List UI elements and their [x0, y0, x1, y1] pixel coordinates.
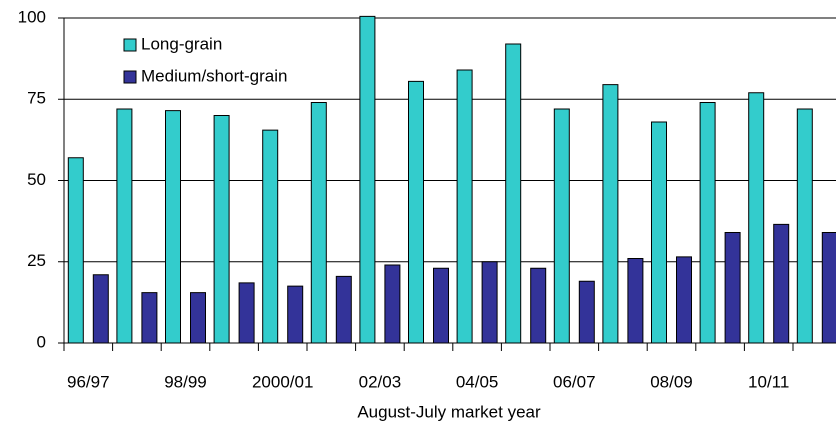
x-tick-label: 04/05 [456, 372, 499, 391]
bar [213, 115, 230, 344]
y-tick-label: 25 [27, 251, 46, 270]
bar [335, 275, 352, 344]
bar [530, 267, 547, 344]
bar [748, 92, 765, 344]
bar [433, 267, 449, 344]
bar [310, 102, 327, 344]
x-tick-label: 98/99 [164, 372, 207, 391]
legend-label: Medium/short-grain [141, 66, 287, 85]
bar [651, 121, 667, 344]
bar [481, 261, 498, 344]
bar [773, 223, 790, 344]
bar [627, 258, 644, 344]
x-tick-label: 96/97 [67, 372, 110, 391]
x-tick-label: 02/03 [359, 372, 402, 391]
x-axis-title: August-July market year [357, 402, 541, 421]
y-tick-label: 0 [37, 332, 46, 351]
x-tick-label: 2000/01 [252, 372, 313, 391]
bar [699, 102, 716, 344]
bar [724, 232, 741, 344]
bar [408, 80, 424, 344]
bar [238, 282, 255, 344]
y-tick-label: 100 [18, 7, 46, 26]
bar [92, 274, 109, 344]
bar [141, 292, 158, 344]
bar [359, 15, 376, 344]
x-tick-label: 10/11 [748, 372, 789, 391]
x-tick-label: 08/09 [650, 372, 693, 391]
bar [116, 108, 133, 344]
bar [676, 256, 692, 344]
bar [190, 292, 206, 344]
bar [456, 69, 473, 344]
bar [505, 43, 522, 344]
bar [602, 84, 619, 344]
x-tick-label: 06/07 [553, 372, 596, 391]
bar [796, 108, 813, 344]
bar [287, 285, 304, 344]
bar [821, 232, 836, 344]
bar [262, 129, 279, 344]
bar [67, 157, 84, 344]
bar [553, 108, 570, 344]
y-tick-label: 50 [27, 170, 46, 189]
legend-label: Long-grain [141, 34, 222, 53]
bar [578, 280, 595, 344]
y-tick-label: 75 [27, 89, 46, 108]
legend-swatch [123, 38, 137, 52]
bar [384, 264, 401, 344]
bar [165, 110, 181, 344]
legend-swatch [123, 70, 137, 84]
